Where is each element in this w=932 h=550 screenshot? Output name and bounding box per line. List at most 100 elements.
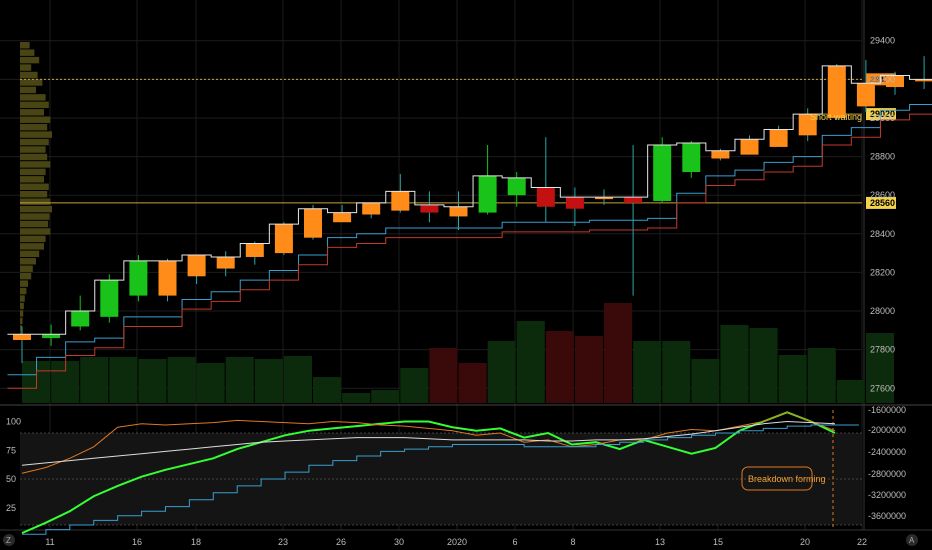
volume-bar bbox=[167, 357, 196, 403]
volume-bar bbox=[865, 333, 894, 403]
volume-profile-bar bbox=[20, 49, 35, 56]
volume-profile-bar bbox=[20, 109, 44, 116]
price-tick-label: 29400 bbox=[870, 36, 895, 46]
price-tick-label: 28600 bbox=[870, 190, 895, 200]
date-tick-label: 16 bbox=[132, 537, 142, 547]
volume-profile-bar bbox=[20, 220, 49, 228]
volume-profile-bar bbox=[20, 295, 25, 302]
volume-profile-bar bbox=[20, 265, 33, 272]
volume-bar bbox=[342, 393, 371, 403]
osc-right-tick-label: -2400000 bbox=[868, 447, 906, 457]
candle-body bbox=[915, 79, 932, 82]
candle-body bbox=[158, 260, 177, 296]
chart-corner-badges: Z A bbox=[3, 534, 918, 546]
price-level-label: 29020 bbox=[870, 109, 895, 119]
volume-profile-bar bbox=[20, 116, 51, 123]
volume-bars bbox=[22, 303, 894, 403]
volume-profile-bar bbox=[20, 79, 43, 86]
volume-profile-bar bbox=[20, 280, 28, 287]
candle-body bbox=[362, 202, 381, 215]
volume-bar bbox=[109, 357, 138, 403]
volume-bar bbox=[283, 356, 312, 403]
volume-profile-bar bbox=[20, 138, 49, 146]
price-level-label: 29155 bbox=[870, 74, 895, 84]
osc-left-tick-label: 75 bbox=[6, 445, 16, 455]
candle-body bbox=[565, 197, 584, 209]
volume-profile-bar bbox=[20, 317, 23, 325]
date-tick-label: 23 bbox=[278, 537, 288, 547]
candle-body bbox=[536, 187, 555, 207]
volume-profile-bar bbox=[20, 123, 48, 131]
price-level-badge bbox=[866, 196, 896, 209]
volume-bar bbox=[51, 361, 80, 403]
osc-series-line bbox=[21, 411, 836, 474]
volume-bar bbox=[196, 363, 225, 403]
candle-body bbox=[100, 280, 119, 317]
candle-body bbox=[886, 75, 904, 88]
volume-bar bbox=[313, 377, 342, 403]
candle-body bbox=[187, 255, 206, 277]
volume-bar bbox=[138, 359, 167, 403]
price-tick-label: 29200 bbox=[870, 74, 895, 84]
osc-series-line bbox=[21, 411, 836, 534]
volume-bar bbox=[778, 355, 807, 403]
osc-left-tick-label: 50 bbox=[6, 474, 16, 484]
volume-profile-bar bbox=[20, 191, 48, 198]
volume-profile-bar bbox=[20, 161, 51, 168]
volume-profile-bar bbox=[20, 258, 36, 265]
volume-profile bbox=[20, 42, 52, 339]
volume-profile-bar bbox=[20, 131, 52, 138]
date-tick-label: 11 bbox=[45, 537, 54, 547]
osc-right-tick-label: -2000000 bbox=[868, 425, 906, 435]
volume-bar bbox=[254, 359, 283, 403]
volume-bar bbox=[458, 363, 487, 403]
close-step-line bbox=[7, 65, 932, 335]
date-tick-label: 18 bbox=[191, 537, 201, 547]
volume-profile-bar bbox=[20, 176, 44, 183]
volume-profile-bar bbox=[20, 101, 49, 109]
volume-bar bbox=[429, 348, 458, 403]
candle-body bbox=[856, 83, 875, 107]
close-step-line bbox=[7, 65, 932, 335]
z-icon: Z bbox=[6, 536, 11, 545]
volume-profile-bar bbox=[20, 42, 30, 49]
volume-bar bbox=[516, 321, 545, 403]
date-tick-label: 15 bbox=[713, 537, 723, 547]
volume-bar bbox=[545, 331, 574, 403]
volume-profile-bar bbox=[20, 146, 46, 153]
auto-scale-badge[interactable] bbox=[906, 534, 918, 546]
volume-profile-bar bbox=[20, 153, 48, 161]
volume-profile-bar bbox=[20, 71, 38, 79]
volume-bar bbox=[836, 380, 865, 403]
volume-bar bbox=[371, 390, 400, 403]
date-tick-label: 26 bbox=[336, 537, 346, 547]
candle-body bbox=[245, 243, 264, 257]
volume-profile-bar bbox=[20, 56, 40, 64]
volume-bar bbox=[487, 341, 516, 403]
volume-profile-bar bbox=[20, 310, 24, 317]
candle-body bbox=[449, 206, 468, 217]
blue-trailing-stop bbox=[7, 103, 932, 376]
osc-right-tick-label: -3200000 bbox=[868, 490, 906, 500]
candle-body bbox=[507, 177, 526, 196]
candle-body bbox=[682, 143, 701, 173]
a-icon: A bbox=[909, 536, 915, 545]
candle-body bbox=[827, 65, 846, 118]
candle-body bbox=[129, 260, 148, 296]
volume-bar bbox=[604, 303, 633, 403]
volume-bar bbox=[225, 357, 254, 403]
candle-body bbox=[42, 334, 61, 339]
trailing-stop-lines bbox=[7, 103, 932, 389]
volume-profile-bar bbox=[20, 86, 36, 94]
candle-body bbox=[216, 256, 235, 269]
candle-body bbox=[798, 114, 817, 136]
volume-profile-bar bbox=[20, 213, 50, 220]
timezone-badge[interactable] bbox=[3, 534, 15, 546]
candle-body bbox=[71, 311, 90, 327]
candle-body bbox=[333, 212, 352, 223]
volume-bar bbox=[691, 359, 720, 403]
volume-profile-bar bbox=[20, 183, 49, 190]
volume-bar bbox=[720, 325, 749, 403]
candle-body bbox=[595, 197, 613, 200]
volume-profile-bar bbox=[20, 250, 40, 258]
